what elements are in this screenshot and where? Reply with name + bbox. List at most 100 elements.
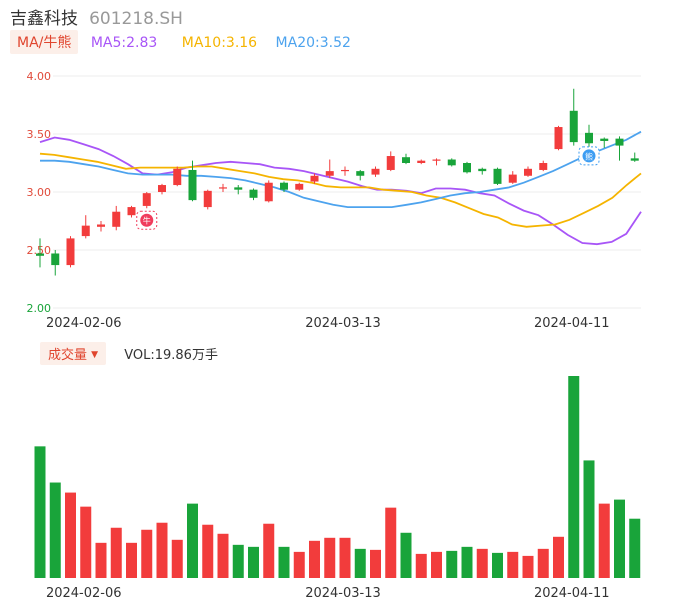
candle-body (219, 187, 227, 189)
candle-body (341, 169, 349, 172)
candle (219, 183, 227, 192)
candle-body (417, 160, 426, 163)
candle-body (478, 168, 487, 172)
y-tick-label: 2.00 (27, 302, 52, 315)
candle-body (280, 182, 288, 190)
badge-glyph: 牛 (143, 216, 151, 226)
candle (36, 238, 44, 268)
candle (203, 189, 212, 210)
ma-indicator-selector[interactable]: MA/牛熊 (10, 30, 79, 54)
candle (356, 169, 365, 181)
candle-body (112, 211, 121, 227)
volume-bar (568, 376, 580, 578)
candle (81, 215, 90, 239)
stock-code: 601218.SH (89, 9, 183, 29)
badge-glyph: 熊 (585, 151, 593, 161)
candle (66, 236, 75, 268)
stock-header: 吉鑫科技 601218.SH (10, 4, 183, 29)
candle-body (142, 193, 151, 206)
volume-bar (65, 492, 76, 578)
volume-bar (370, 549, 381, 578)
volume-bar (629, 518, 641, 578)
candle (478, 167, 487, 175)
candle (585, 124, 593, 148)
y-tick-label: 4.00 (27, 70, 52, 83)
x-date-label: 2024-03-13 (305, 586, 381, 601)
candle (295, 182, 304, 191)
candle-body (173, 168, 182, 186)
volume-bar (507, 551, 519, 578)
ma-line-ma10 (39, 152, 642, 228)
volume-date-labels: 2024-02-06 2024-03-13 2024-04-11 (46, 586, 610, 601)
volume-bar (522, 555, 534, 578)
volume-label: 成交量 (48, 348, 88, 363)
badge-dot (582, 149, 596, 163)
volume-legend: 成交量 ▼ VOL:19.86万手 (40, 342, 218, 365)
volume-bar (400, 532, 412, 578)
volume-bar (217, 533, 229, 578)
y-tick-label: 2.50 (27, 244, 52, 257)
volume-bar (80, 506, 92, 578)
candle (508, 171, 517, 184)
candle (432, 158, 441, 166)
candle-body (66, 238, 75, 266)
candle (51, 250, 60, 276)
ma10-legend: MA10:3.16 (181, 35, 258, 51)
candle-body (524, 168, 532, 176)
candle (264, 180, 273, 203)
volume-bar (446, 550, 458, 578)
candle-body (402, 157, 410, 163)
candle (402, 153, 410, 165)
price-axis-labels: 4.00 3.50 3.00 2.50 2.00 (27, 70, 52, 315)
x-date-label: 2024-03-13 (305, 316, 381, 331)
candle (524, 166, 532, 177)
candle-body (97, 224, 105, 227)
volume-bar (537, 548, 549, 578)
x-date-label: 2024-02-06 (46, 316, 122, 331)
dropdown-triangle-icon: ▼ (91, 350, 99, 360)
candle-body (234, 187, 243, 190)
candle-body (188, 169, 197, 201)
x-date-label: 2024-04-11 (534, 586, 610, 601)
volume-bar (141, 529, 153, 578)
bear-signal-icon[interactable]: 熊 (578, 146, 600, 166)
volume-bar (598, 503, 610, 578)
candle-body (630, 158, 639, 161)
bull-signal-icon[interactable]: 牛 (136, 210, 158, 230)
candle (127, 205, 136, 218)
stock-name: 吉鑫科技 (10, 9, 78, 29)
price-date-labels: 2024-02-06 2024-03-13 2024-04-11 (46, 316, 610, 331)
volume-bar (34, 446, 46, 578)
volume-bar (309, 540, 320, 578)
volume-bar (431, 551, 442, 578)
volume-bar (614, 499, 625, 578)
volume-bar (49, 482, 61, 578)
candle-body (127, 207, 136, 216)
candle-body (447, 159, 456, 166)
candle (188, 160, 197, 202)
candle (341, 166, 349, 176)
volume-bar (187, 503, 198, 578)
candle (417, 159, 426, 165)
candle-body (371, 168, 380, 175)
candle-body (295, 183, 304, 190)
volume-bar (492, 552, 503, 578)
candle (569, 88, 578, 146)
volume-indicator-selector[interactable]: 成交量 ▼ (40, 342, 107, 365)
candle-body (508, 174, 517, 183)
candle (173, 166, 182, 187)
candle-body (493, 168, 502, 184)
candle-body (615, 138, 624, 146)
volume-bar (126, 542, 137, 578)
candle-body (539, 163, 548, 170)
ma-legend: MA/牛熊 MA5:2.83 MA10:3.16 MA20:3.52 (10, 30, 351, 54)
ma5-legend: MA5:2.83 (90, 35, 158, 51)
volume-bar (263, 523, 275, 578)
badge-dot (140, 213, 154, 227)
price-grid (53, 75, 641, 309)
candle-body (432, 159, 441, 161)
x-date-label: 2024-02-06 (46, 586, 122, 601)
candle-body (158, 185, 166, 192)
candle-body (600, 138, 609, 141)
